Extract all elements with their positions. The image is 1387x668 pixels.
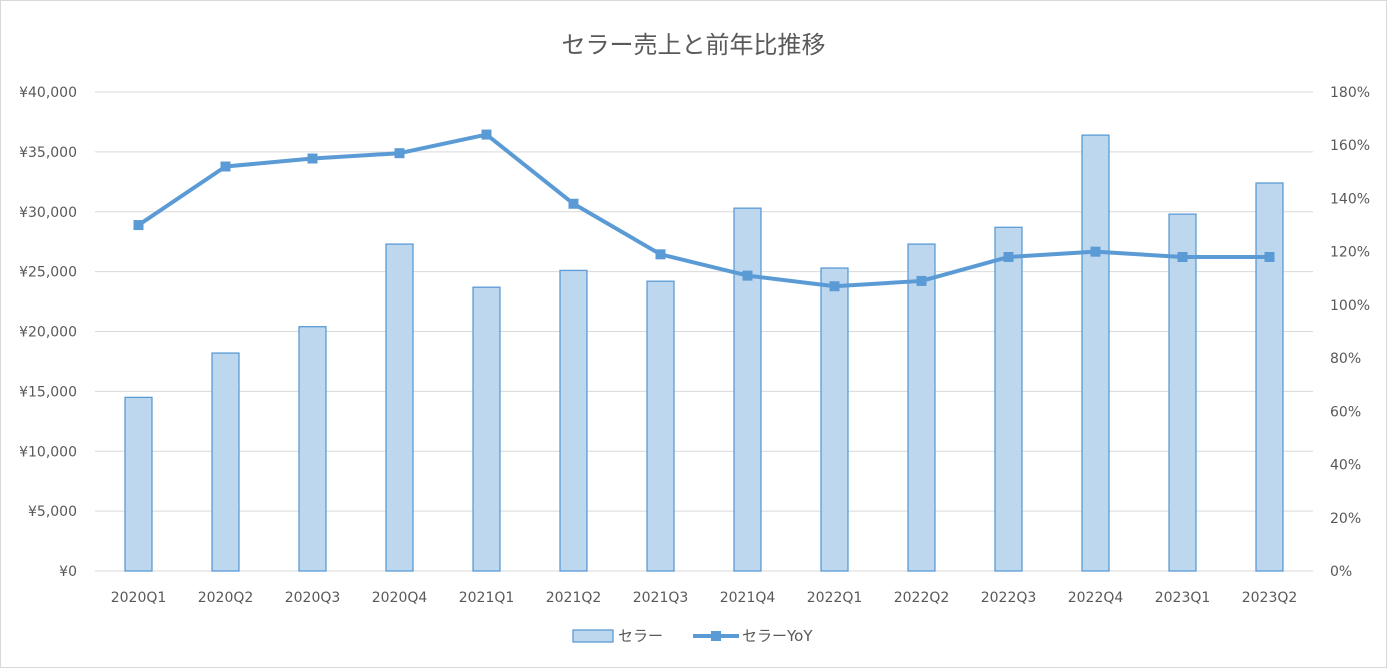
left-tick-label: ¥10,000 — [19, 444, 77, 460]
x-tick-label: 2021Q4 — [720, 590, 776, 606]
bar — [559, 269, 588, 572]
x-tick-label: 2020Q4 — [372, 590, 428, 606]
bar — [907, 243, 936, 572]
yoy-point — [742, 270, 753, 281]
left-tick-label: ¥0 — [59, 564, 77, 580]
left-tick-label: ¥15,000 — [19, 384, 77, 400]
right-tick-label: 40% — [1330, 458, 1361, 474]
yoy-point — [1003, 251, 1014, 262]
x-tick-label: 2020Q3 — [285, 590, 341, 606]
yoy-line — [137, 132, 1270, 289]
yoy-point — [220, 161, 231, 172]
line-series — [133, 129, 1275, 292]
x-tick-label: 2020Q1 — [111, 590, 167, 606]
yoy-point — [1090, 246, 1101, 257]
right-tick-label: 180% — [1330, 85, 1370, 101]
x-tick-label: 2023Q2 — [1242, 590, 1298, 606]
x-tick-label: 2022Q2 — [894, 590, 950, 606]
right-tick-label: 140% — [1330, 191, 1370, 207]
bar — [1255, 182, 1284, 572]
legend-label: セラー — [618, 627, 663, 645]
left-tick-label: ¥5,000 — [28, 504, 77, 520]
yoy-point — [133, 220, 144, 231]
yoy-point — [1264, 251, 1275, 262]
legend: セラー セラーYoY — [572, 627, 813, 645]
x-tick-label: 2023Q1 — [1155, 590, 1211, 606]
x-tick-label: 2022Q3 — [981, 590, 1037, 606]
bar — [1081, 134, 1110, 572]
legend-bar-swatch — [572, 629, 614, 643]
chart-title: セラー売上と前年比推移 — [561, 31, 826, 59]
yoy-point — [568, 198, 579, 209]
x-axis: 2020Q1 2020Q2 2020Q3 2020Q4 2021Q1 2021Q2 2021… — [111, 590, 1298, 606]
left-tick-label: ¥30,000 — [19, 205, 77, 221]
left-y-axis: ¥0 ¥5,000 ¥10,000 ¥15,000 ¥20,000 ¥25,000 ¥30,… — [19, 85, 77, 580]
x-tick-label: 2021Q1 — [459, 590, 515, 606]
x-tick-label: 2021Q2 — [546, 590, 602, 606]
right-tick-label: 160% — [1330, 138, 1370, 154]
right-tick-label: 0% — [1330, 564, 1352, 580]
left-tick-label: ¥35,000 — [19, 145, 77, 161]
bar — [1168, 213, 1197, 572]
bar-series — [124, 134, 1284, 572]
bar — [124, 396, 153, 572]
left-tick-label: ¥20,000 — [19, 325, 77, 341]
bar — [298, 326, 327, 572]
yoy-point — [655, 249, 666, 260]
bar — [994, 226, 1023, 572]
bar — [385, 243, 414, 572]
x-tick-label: 2021Q3 — [633, 590, 689, 606]
x-tick-label: 2022Q1 — [807, 590, 863, 606]
bar — [472, 286, 501, 572]
right-y-axis: 0% 20% 40% 60% 80% 100% 120% 140% 160% 180% — [1330, 85, 1370, 580]
right-tick-label: 120% — [1330, 245, 1370, 261]
yoy-point — [307, 153, 318, 164]
right-tick-label: 100% — [1330, 298, 1370, 314]
yoy-point — [829, 281, 840, 292]
yoy-point — [394, 148, 405, 159]
legend-line-marker — [711, 631, 721, 641]
right-tick-label: 60% — [1330, 404, 1361, 420]
left-tick-label: ¥40,000 — [19, 85, 77, 101]
bar — [733, 207, 762, 572]
bar — [820, 267, 849, 572]
left-tick-label: ¥25,000 — [19, 265, 77, 281]
yoy-point — [481, 129, 492, 140]
right-tick-label: 20% — [1330, 511, 1361, 527]
x-tick-label: 2022Q4 — [1068, 590, 1124, 606]
legend-label: セラーYoY — [742, 627, 813, 645]
yoy-point — [916, 275, 927, 286]
gridlines — [95, 91, 1313, 572]
yoy-point — [1177, 251, 1188, 262]
right-tick-label: 80% — [1330, 351, 1361, 367]
x-tick-label: 2020Q2 — [198, 590, 254, 606]
bar — [211, 352, 240, 572]
bar — [646, 280, 675, 572]
